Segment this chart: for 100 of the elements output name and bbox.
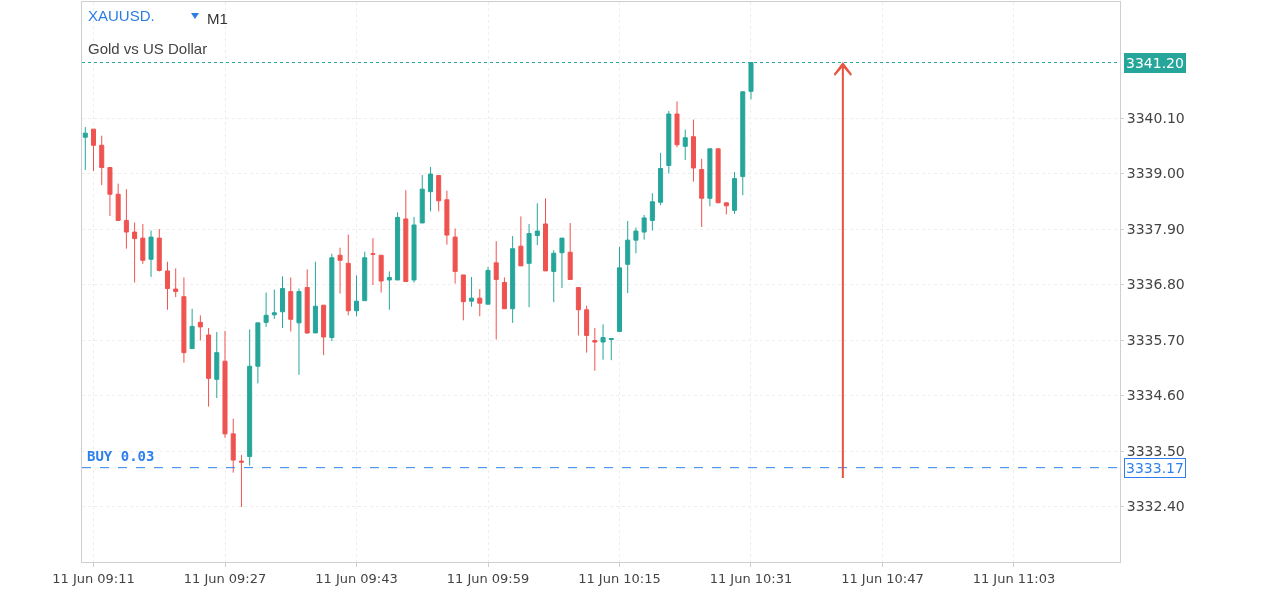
x-tick-label: 11 Jun 10:15 (578, 570, 661, 586)
candlestick (82, 126, 88, 171)
candlestick (181, 276, 187, 364)
candlestick (156, 228, 162, 272)
candlestick (115, 183, 121, 221)
candlestick (238, 454, 244, 508)
candlestick (329, 253, 335, 342)
candlestick (526, 223, 532, 308)
candlestick (616, 246, 623, 332)
y-tick-label: 3334.60 (1126, 387, 1185, 404)
candlestick (477, 288, 483, 317)
candlestick (222, 330, 228, 439)
candlestick (296, 288, 302, 376)
candlestick (633, 227, 639, 254)
candlestick (189, 308, 195, 350)
candlestick (567, 222, 573, 280)
y-tick-label: 3335.70 (1126, 331, 1185, 348)
y-tick-label: 3340.10 (1126, 109, 1185, 126)
x-tick-label: 11 Jun 10:47 (841, 570, 924, 586)
candlestick (370, 237, 376, 286)
x-tick-label: 11 Jun 09:27 (183, 570, 267, 586)
candlestick (271, 289, 277, 320)
candlestick (206, 327, 212, 408)
candlestick (214, 331, 220, 399)
candlestick (107, 166, 113, 217)
candlestick (140, 223, 146, 265)
candlestick (732, 171, 738, 215)
candlestick (699, 158, 705, 228)
candlestick (723, 202, 729, 215)
candlestick (518, 215, 524, 267)
candlestick (666, 110, 672, 175)
candlestick (353, 274, 360, 317)
y-tick-label: 3332.40 (1126, 498, 1185, 515)
x-tick-label: 11 Jun 09:43 (315, 570, 398, 586)
candlestick (337, 247, 343, 295)
candlestick (345, 234, 351, 316)
candlestick (485, 266, 491, 305)
candlestick (288, 276, 294, 332)
chart-title: XAUUSD. (88, 7, 155, 25)
annotation: M1 (207, 10, 228, 27)
candlestick (740, 90, 746, 196)
x-tick-label: 11 Jun 09:59 (446, 570, 530, 586)
candlestick (312, 261, 318, 334)
candlestick (173, 267, 179, 298)
candlestick (460, 274, 466, 321)
candlestick (263, 292, 269, 328)
candlestick (164, 261, 170, 311)
text: Gold vs US Dollar (88, 39, 208, 57)
candlestick (90, 128, 97, 172)
candlestick (600, 323, 606, 361)
candlestick (436, 175, 442, 212)
candlestick (411, 216, 417, 283)
annotation: BUY 0.03 (87, 448, 155, 464)
x-tick-label: 11 Jun 09:11 (52, 570, 135, 586)
candlestick (551, 249, 557, 303)
candlestick (641, 214, 647, 241)
y-tick-label: 3339.00 (1126, 165, 1185, 182)
candlestick (649, 192, 655, 232)
candlestick (255, 322, 261, 384)
y-tick-label: 3336.80 (1126, 276, 1185, 293)
ref-line-label: 3333.17 (1126, 460, 1184, 476)
candlestick (230, 418, 236, 474)
candlestick (378, 254, 384, 294)
candlestick (362, 251, 368, 302)
candlestick (452, 228, 458, 285)
candlestick (682, 129, 688, 161)
candlestick (148, 230, 154, 278)
x-tick-label: 11 Jun 10:31 (709, 570, 793, 586)
candlestick (575, 287, 581, 336)
candlestick (123, 188, 129, 250)
candlestick (132, 221, 138, 283)
candlestick (534, 202, 540, 246)
candlestick (715, 148, 721, 204)
candlestick (658, 152, 664, 206)
candlestick (247, 328, 253, 467)
y-tick-label: 3333.50 (1126, 442, 1185, 459)
ref-line-label: 3341.20 (1126, 55, 1184, 71)
candlestick (674, 100, 680, 148)
candlestick (403, 189, 409, 282)
candlestick (419, 174, 425, 224)
candlestick (592, 327, 598, 372)
candlestick (493, 240, 499, 341)
candlestick (690, 119, 696, 183)
candlestick (395, 211, 401, 281)
candlestick (280, 275, 286, 329)
candlestick (608, 338, 614, 361)
candlestick (444, 190, 450, 246)
candlestick (625, 220, 631, 294)
candlestick (559, 237, 565, 289)
candlestick (584, 305, 590, 354)
candlestick (304, 268, 310, 335)
candlestick (469, 276, 475, 308)
x-tick-label: 11 Jun 11:03 (972, 570, 1056, 586)
candlestick (99, 135, 105, 186)
candlestick (321, 304, 327, 356)
y-tick-label: 3337.90 (1126, 220, 1185, 237)
candlestick (386, 270, 392, 311)
candlestick (197, 314, 203, 342)
candlestick (510, 235, 516, 324)
candlestick (501, 276, 507, 310)
